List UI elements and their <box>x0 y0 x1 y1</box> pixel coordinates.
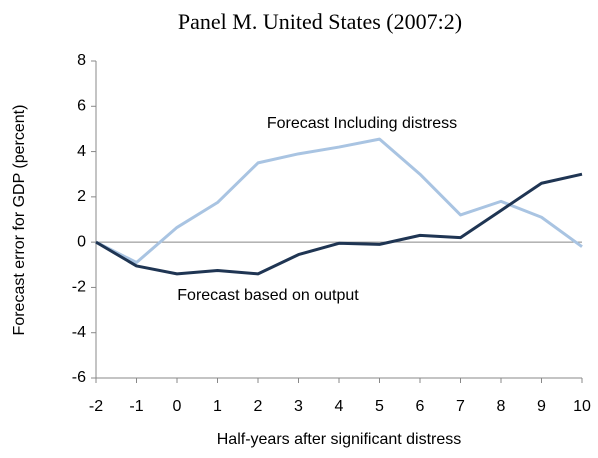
y-axis-label: Forecast error for GDP (percent) <box>11 105 28 336</box>
x-axis-label: Half-years after significant distress <box>217 431 462 448</box>
x-tick-label: 10 <box>573 398 591 415</box>
x-tick-label: 7 <box>456 398 465 415</box>
x-tick-label: 8 <box>497 398 506 415</box>
y-tick-label: 4 <box>77 143 86 160</box>
series-label: Forecast Including distress <box>267 115 457 132</box>
series-label: Forecast based on output <box>177 287 359 304</box>
y-tick-label: -4 <box>72 324 86 341</box>
x-tick-label: 1 <box>213 398 222 415</box>
x-tick-label: 0 <box>173 398 182 415</box>
x-tick-label: -1 <box>129 398 143 415</box>
y-tick-label: -6 <box>72 369 86 386</box>
x-tick-label: 5 <box>375 398 384 415</box>
y-tick-label: 6 <box>77 98 86 115</box>
x-tick-label: 9 <box>537 398 546 415</box>
x-tick-label: 2 <box>254 398 263 415</box>
y-tick-label: -2 <box>72 279 86 296</box>
series-line <box>95 137 583 265</box>
x-tick-label: 4 <box>335 398 344 415</box>
y-tick-label: 8 <box>77 52 86 69</box>
y-tick-label: 0 <box>77 233 86 250</box>
x-tick-label: 3 <box>294 398 303 415</box>
chart-title: Panel M. United States (2007:2) <box>178 9 462 34</box>
series-line <box>95 172 583 276</box>
x-tick-label: 6 <box>416 398 425 415</box>
y-tick-label: 2 <box>77 188 86 205</box>
x-tick-label: -2 <box>89 398 103 415</box>
